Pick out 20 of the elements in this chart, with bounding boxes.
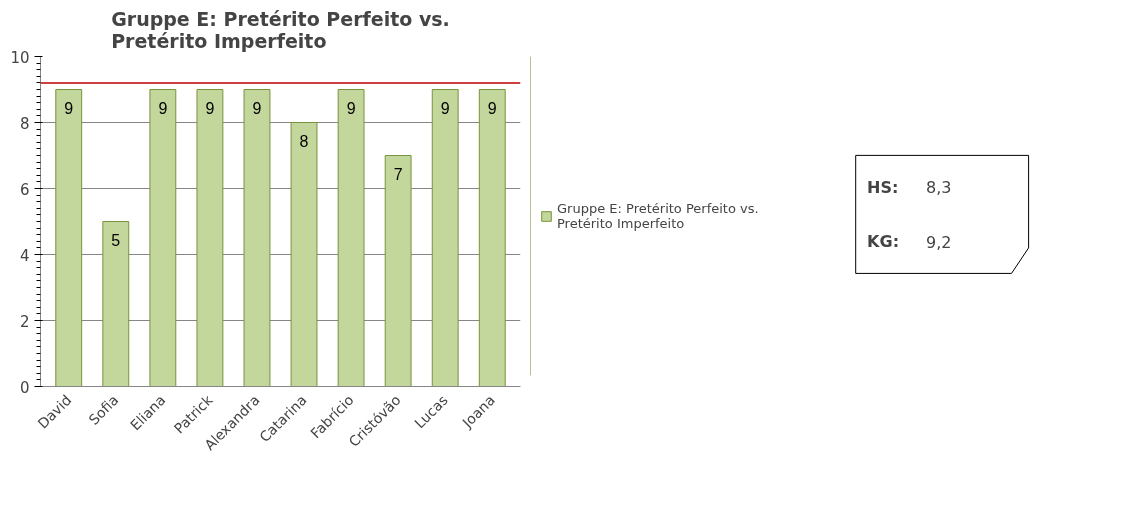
text: KG: 9,2 [867,232,952,252]
data-label: 8 [299,132,309,150]
chart-title: Gruppe E: Pretérito Perfeito vs. Pretérito Imperfeito [111,7,450,52]
y-tick-label: 4 [19,246,30,265]
y-tick-label: 0 [19,378,30,397]
y-tick-label: 10 [10,48,30,67]
y-tick-label: 8 [19,114,30,133]
y-tick-label: 6 [19,180,30,199]
data-label: 9 [64,99,74,117]
data-label: 9 [487,99,497,117]
data-label: 9 [205,99,215,117]
y-tick-label: 2 [19,312,30,331]
data-label: 7 [393,165,403,183]
text: HS: 8,3 [867,177,952,198]
legend-label: Gruppe E: Pretérito Perfeito vs. Pretérito Imperfeito [557,200,759,231]
data-label: 5 [111,231,121,249]
data-label: 9 [158,99,168,117]
data-label: 9 [252,99,262,117]
data-label: 9 [440,99,450,117]
data-label: 9 [346,99,356,117]
